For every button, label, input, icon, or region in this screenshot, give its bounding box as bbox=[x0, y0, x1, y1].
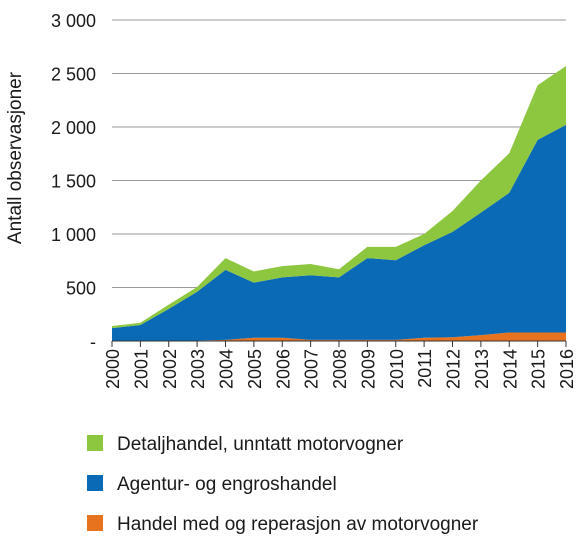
x-tick-label: 2002 bbox=[160, 349, 180, 389]
x-tick-label: 2005 bbox=[245, 349, 265, 389]
x-tick-label: 2000 bbox=[103, 349, 123, 389]
y-axis-tick-labels: - 500 1 000 1 500 2 000 2 500 3 000 bbox=[51, 11, 96, 352]
legend-label-0: Handel med og reperasjon av motorvogner bbox=[117, 514, 479, 535]
x-tick-label: 2012 bbox=[444, 349, 464, 389]
x-axis-ticks: 2000 2001 2002 2003 2004 2005 2006 2007 2008 2009… bbox=[103, 341, 577, 389]
y-tick-label: - bbox=[90, 332, 96, 352]
legend-label-2: Detaljhandel, unntatt motorvogner bbox=[117, 434, 404, 455]
x-tick-label: 2009 bbox=[358, 349, 378, 389]
area-series-2 bbox=[112, 66, 566, 329]
legend: Detaljhandel, unntatt motorvogner Agentur… bbox=[87, 434, 479, 535]
x-tick-label: 2010 bbox=[387, 349, 407, 389]
x-tick-label: 2013 bbox=[472, 349, 492, 389]
legend-swatch-2 bbox=[87, 435, 103, 451]
area-series-0 bbox=[112, 332, 566, 341]
x-tick-label: 2011 bbox=[415, 349, 435, 388]
x-tick-label: 2001 bbox=[131, 349, 151, 389]
plot-areas bbox=[112, 66, 566, 341]
x-tick-label: 2015 bbox=[529, 349, 549, 389]
y-axis-title: Antall observasjoner bbox=[5, 71, 26, 244]
area-series-1 bbox=[112, 124, 566, 341]
y-tick-label: 1 500 bbox=[51, 172, 96, 192]
y-tick-label: 500 bbox=[66, 279, 96, 299]
y-tick-label: 2 000 bbox=[51, 118, 96, 138]
legend-swatch-1 bbox=[87, 475, 103, 491]
x-tick-label: 2016 bbox=[557, 349, 577, 389]
legend-swatch-0 bbox=[87, 515, 103, 531]
x-tick-label: 2003 bbox=[188, 349, 208, 389]
y-tick-label: 2 500 bbox=[51, 65, 96, 85]
x-tick-label: 2014 bbox=[500, 349, 520, 389]
x-tick-label: 2007 bbox=[302, 349, 322, 389]
y-tick-label: 3 000 bbox=[51, 11, 96, 31]
x-tick-label: 2004 bbox=[217, 349, 237, 389]
legend-label-1: Agentur- og engroshandel bbox=[117, 474, 337, 495]
y-tick-label: 1 000 bbox=[51, 225, 96, 245]
x-tick-label: 2008 bbox=[330, 349, 350, 389]
x-tick-label: 2006 bbox=[273, 349, 293, 389]
